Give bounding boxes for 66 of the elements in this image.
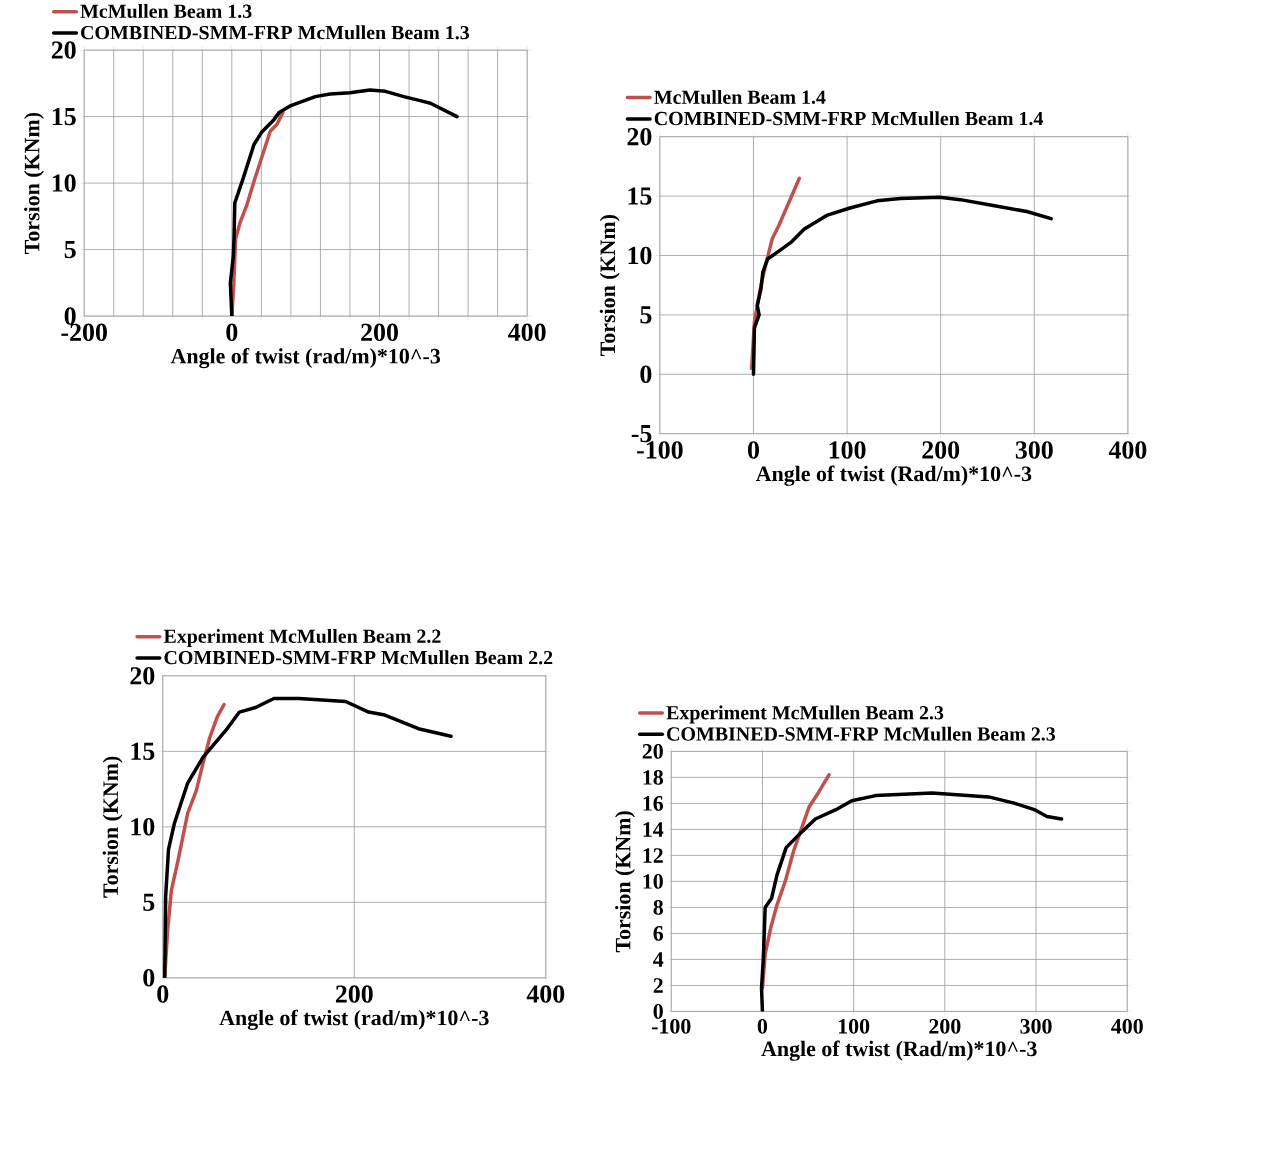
y-tick-label: 15 bbox=[52, 108, 76, 126]
x-tick-label: 0 bbox=[747, 441, 759, 459]
x-tick-label: 300 bbox=[1015, 441, 1053, 459]
legend-label: COMBINED-SMM-FRP McMullen Beam 2.2 bbox=[164, 650, 553, 665]
x-tick-label: 0 bbox=[757, 1019, 768, 1034]
x-tick-label: 400 bbox=[1111, 1019, 1143, 1034]
y-axis-title: Torsion (KNm) bbox=[102, 756, 123, 898]
legend-label: Experiment McMullen Beam 2.2 bbox=[163, 629, 441, 648]
y-tick-label: 6 bbox=[653, 926, 664, 941]
y-tick-label: 2 bbox=[653, 978, 663, 993]
y-axis-title: Torsion (KNm) bbox=[599, 215, 620, 357]
y-tick-label: 10 bbox=[643, 874, 663, 890]
x-tick-label: 200 bbox=[922, 441, 960, 459]
y-axis-title: Torsion (KNm) bbox=[615, 811, 635, 953]
y-tick-label: 20 bbox=[130, 667, 155, 685]
y-tick-label: 15 bbox=[628, 187, 652, 205]
x-tick-label: 100 bbox=[838, 1019, 870, 1034]
legend-label: COMBINED-SMM-FRP McMullen Beam 1.3 bbox=[81, 25, 470, 40]
y-tick-label: -5 bbox=[631, 425, 652, 443]
x-tick-label: 200 bbox=[335, 985, 373, 1004]
y-tick-label: 0 bbox=[653, 1004, 663, 1020]
y-tick-label: 12 bbox=[643, 848, 663, 863]
y-tick-label: 20 bbox=[642, 744, 663, 760]
y-tick-label: 16 bbox=[643, 796, 664, 811]
x-tick-label: 100 bbox=[829, 441, 866, 459]
x-tick-label: 300 bbox=[1020, 1019, 1052, 1034]
line-series bbox=[228, 88, 459, 317]
y-tick-label: 4 bbox=[653, 952, 664, 967]
line-series bbox=[751, 195, 1053, 377]
y-tick-label: 5 bbox=[64, 241, 76, 259]
y-tick-label: 0 bbox=[64, 307, 76, 326]
y-axis-title: Torsion (KNm) bbox=[24, 113, 44, 255]
y-tick-label: 8 bbox=[653, 900, 663, 916]
line-series bbox=[162, 696, 453, 979]
x-tick-label: -100 bbox=[651, 1019, 691, 1034]
x-tick-label: 400 bbox=[526, 985, 565, 1004]
x-tick-label: 200 bbox=[929, 1019, 961, 1034]
y-tick-label: 0 bbox=[640, 365, 652, 384]
y-tick-label: 18 bbox=[643, 770, 663, 786]
x-tick-label: 0 bbox=[226, 323, 238, 342]
x-axis-title: Angle of twist (Rad/m)*10^-3 bbox=[755, 465, 1032, 486]
y-tick-label: 10 bbox=[628, 246, 652, 265]
y-tick-label: 14 bbox=[643, 822, 664, 837]
x-axis-title: Angle of twist (Rad/m)*10^-3 bbox=[761, 1040, 1037, 1062]
x-axis-title: Angle of twist (rad/m)*10^-3 bbox=[219, 1009, 489, 1031]
x-axis-title: Angle of twist (rad/m)*10^-3 bbox=[170, 348, 441, 369]
legend-label: COMBINED-SMM-FRP McMullen Beam 1.4 bbox=[654, 111, 1044, 126]
y-tick-label: 10 bbox=[52, 174, 76, 193]
x-tick-label: 0 bbox=[157, 985, 169, 1004]
x-tick-label: 200 bbox=[361, 323, 398, 342]
y-tick-label: 10 bbox=[131, 818, 155, 836]
x-tick-label: -100 bbox=[637, 441, 683, 459]
y-tick-label: 0 bbox=[143, 969, 155, 987]
y-tick-label: 5 bbox=[143, 893, 155, 912]
y-tick-label: 15 bbox=[131, 742, 155, 761]
y-tick-label: 5 bbox=[640, 306, 652, 324]
line-series bbox=[759, 791, 1064, 1012]
x-tick-label: -200 bbox=[61, 323, 107, 342]
x-tick-label: 400 bbox=[1108, 441, 1147, 459]
legend-label: COMBINED-SMM-FRP McMullen Beam 2.3 bbox=[667, 726, 1056, 742]
legend-label: Experiment McMullen Beam 2.3 bbox=[666, 705, 944, 724]
x-tick-label: 400 bbox=[508, 323, 546, 342]
legend-label: McMullen Beam 1.4 bbox=[654, 90, 826, 105]
legend-label: McMullen Beam 1.3 bbox=[80, 4, 252, 19]
y-tick-label: 20 bbox=[51, 41, 76, 60]
y-tick-label: 20 bbox=[627, 128, 652, 146]
